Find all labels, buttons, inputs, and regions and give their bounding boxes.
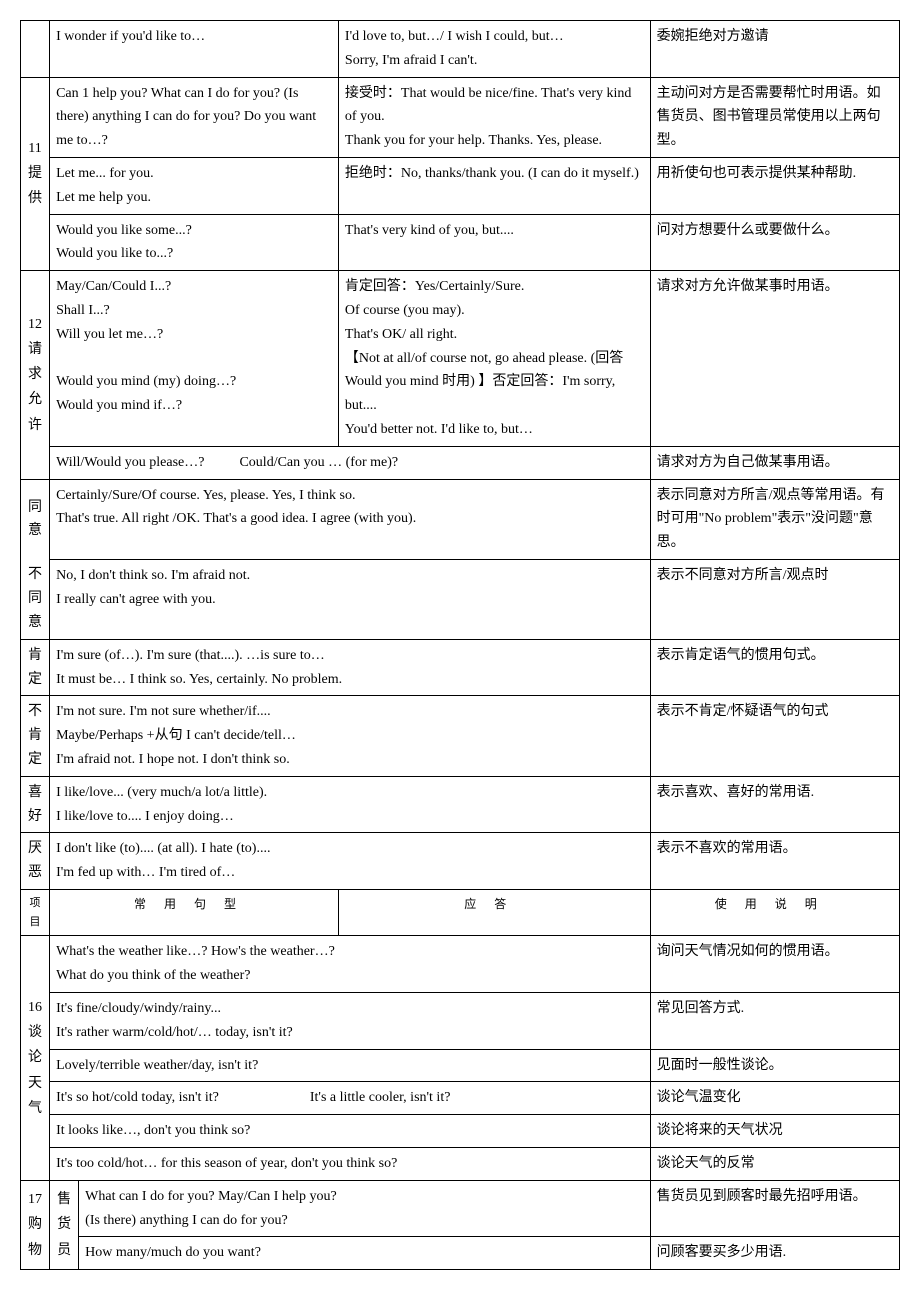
row14-r2c: 表示不肯定/怀疑语气的句式 <box>650 696 899 776</box>
row16-r5ab: It looks like…, don't you think so? <box>50 1115 651 1148</box>
row16-r4ab: It's so hot/cold today, isn't it? It's a… <box>50 1082 651 1115</box>
row17-sublabel: 售 货 员 <box>50 1180 79 1269</box>
row14-r1c: 表示肯定语气的惯用句式。 <box>650 639 899 696</box>
row10-b: I'd love to, but…/ I wish I could, but… … <box>338 21 650 78</box>
row16-r1c: 询问天气情况如何的惯用语。 <box>650 936 899 993</box>
header-c2: 常用句型 <box>50 890 339 936</box>
row11-r1c: 主动问对方是否需要帮忙时用语。如售货员、图书管理员常使用以上两句型。 <box>650 77 899 157</box>
row12-r1b: 肯定回答：Yes/Certainly/Sure. Of course (you … <box>338 271 650 447</box>
row10-c: 委婉拒绝对方邀请 <box>650 21 899 78</box>
row16-r6ab: It's too cold/hot… for this season of ye… <box>50 1147 651 1180</box>
row17-r2ab: How many/much do you want? <box>79 1237 650 1270</box>
row17-r1ab: What can I do for you? May/Can I help yo… <box>79 1180 650 1237</box>
header-c1: 项目 <box>21 890 50 936</box>
row11-r2c: 用祈使句也可表示提供某种帮助. <box>650 157 899 214</box>
row11-label: 11 提 供 <box>21 77 50 271</box>
row10-a: I wonder if you'd like to… <box>50 21 339 78</box>
row15-label2: 厌 恶 <box>21 833 50 890</box>
row17-r2c: 问顾客要买多少用语. <box>650 1237 899 1270</box>
row15-r1c: 表示喜欢、喜好的常用语. <box>650 776 899 833</box>
row16-r4c: 谈论气温变化 <box>650 1082 899 1115</box>
row16-r6c: 谈论天气的反常 <box>650 1147 899 1180</box>
header-c3: 应答 <box>338 890 650 936</box>
row16-r3c: 见面时一般性谈论。 <box>650 1049 899 1082</box>
row16-r3ab: Lovely/terrible weather/day, isn't it? <box>50 1049 651 1082</box>
row16-r1ab: What's the weather like…? How's the weat… <box>50 936 651 993</box>
row17-r1c: 售货员见到顾客时最先招呼用语。 <box>650 1180 899 1237</box>
row10-label <box>21 21 50 78</box>
row15-r1ab: I like/love... (very much/a lot/a little… <box>50 776 651 833</box>
row11-r2b: 拒绝时：No, thanks/thank you. (I can do it m… <box>338 157 650 214</box>
row12-label: 12 请 求 允 许 <box>21 271 50 479</box>
row14-r1ab: I'm sure (of…). I'm sure (that....). …is… <box>50 639 651 696</box>
row15-r2ab: I don't like (to).... (at all). I hate (… <box>50 833 651 890</box>
row12-r2c: 请求对方为自己做某事用语。 <box>650 446 899 479</box>
row16-r2c: 常见回答方式. <box>650 992 899 1049</box>
row13-label1: 同 意 <box>21 479 50 559</box>
row12-r1a: May/Can/Could I...? Shall I...? Will you… <box>50 271 339 447</box>
row15-label1: 喜 好 <box>21 776 50 833</box>
row12-r2ab: Will/Would you please…? Could/Can you … … <box>50 446 651 479</box>
row15-r2c: 表示不喜欢的常用语。 <box>650 833 899 890</box>
row14-label1: 肯 定 <box>21 639 50 696</box>
row16-r2ab: It's fine/cloudy/windy/rainy... It's rat… <box>50 992 651 1049</box>
row11-r3c: 问对方想要什么或要做什么。 <box>650 214 899 271</box>
row13-label2: 不 同 意 <box>21 559 50 639</box>
row14-r2ab: I'm not sure. I'm not sure whether/if...… <box>50 696 651 776</box>
row16-label: 16 谈 论 天 气 <box>21 936 50 1180</box>
row11-r3b: That's very kind of you, but.... <box>338 214 650 271</box>
row11-r1a: Can 1 help you? What can I do for you? (… <box>50 77 339 157</box>
row12-r1c: 请求对方允许做某事时用语。 <box>650 271 899 447</box>
row13-r2ab: No, I don't think so. I'm afraid not. I … <box>50 559 651 639</box>
row13-r1c: 表示同意对方所言/观点等常用语。有时可用"No problem"表示"没问题"意… <box>650 479 899 559</box>
header-c4: 使用说明 <box>650 890 899 936</box>
row13-r2c: 表示不同意对方所言/观点时 <box>650 559 899 639</box>
row13-r1ab: Certainly/Sure/Of course. Yes, please. Y… <box>50 479 651 559</box>
row11-r1b: 接受时：That would be nice/fine. That's very… <box>338 77 650 157</box>
row17-label: 17 购 物 <box>21 1180 50 1269</box>
row11-r2a: Let me... for you. Let me help you. <box>50 157 339 214</box>
row16-r5c: 谈论将来的天气状况 <box>650 1115 899 1148</box>
row11-r3a: Would you like some...? Would you like t… <box>50 214 339 271</box>
row14-label2: 不 肯 定 <box>21 696 50 776</box>
